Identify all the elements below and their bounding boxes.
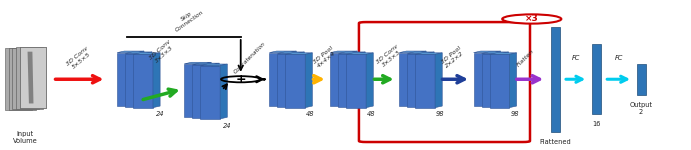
Polygon shape — [125, 52, 152, 54]
Polygon shape — [482, 52, 509, 54]
Polygon shape — [212, 63, 219, 118]
Text: 3D Conv
5×5×5: 3D Conv 5×5×5 — [66, 45, 93, 71]
Text: FC: FC — [614, 55, 623, 61]
Polygon shape — [289, 51, 296, 106]
Circle shape — [502, 14, 561, 24]
Text: Flatten: Flatten — [516, 49, 535, 68]
Polygon shape — [330, 53, 350, 106]
Text: ×3: ×3 — [525, 15, 539, 24]
Polygon shape — [117, 51, 144, 53]
Text: 3D Conv
3×3×3: 3D Conv 3×3×3 — [376, 44, 403, 69]
Polygon shape — [407, 54, 427, 107]
Polygon shape — [551, 27, 560, 132]
Polygon shape — [415, 53, 442, 54]
Text: Flattened: Flattened — [539, 139, 571, 145]
Text: 3D Pool
2×2×2: 3D Pool 2×2×2 — [440, 46, 466, 69]
Polygon shape — [490, 53, 517, 54]
Polygon shape — [200, 66, 220, 119]
Polygon shape — [5, 48, 32, 110]
Polygon shape — [399, 51, 426, 53]
Polygon shape — [19, 47, 46, 108]
Polygon shape — [269, 51, 296, 53]
Text: 48: 48 — [306, 111, 315, 117]
Text: 3D Pool
4×4×4: 3D Pool 4×4×4 — [312, 46, 338, 69]
Polygon shape — [415, 54, 435, 108]
Polygon shape — [330, 51, 357, 53]
Polygon shape — [184, 64, 204, 117]
Text: Input
Volume: Input Volume — [12, 131, 37, 144]
Polygon shape — [277, 54, 297, 107]
Polygon shape — [346, 53, 373, 54]
Text: 24: 24 — [223, 123, 231, 129]
Polygon shape — [28, 52, 33, 104]
Polygon shape — [125, 54, 145, 107]
Polygon shape — [220, 64, 227, 119]
Polygon shape — [482, 54, 502, 107]
Polygon shape — [509, 53, 517, 108]
Text: 3D Conv
3×3×3: 3D Conv 3×3×3 — [149, 39, 176, 65]
Polygon shape — [636, 64, 645, 95]
Polygon shape — [435, 53, 442, 108]
Polygon shape — [350, 51, 357, 106]
Polygon shape — [493, 51, 500, 106]
Polygon shape — [200, 64, 227, 66]
Text: Concatenation: Concatenation — [233, 41, 267, 75]
Polygon shape — [153, 53, 160, 108]
Polygon shape — [269, 53, 289, 106]
Polygon shape — [12, 48, 39, 109]
Polygon shape — [16, 47, 43, 109]
Polygon shape — [490, 54, 509, 108]
Polygon shape — [358, 52, 366, 107]
Polygon shape — [407, 52, 434, 54]
Polygon shape — [346, 54, 366, 108]
Text: +: + — [236, 73, 246, 86]
Polygon shape — [204, 62, 211, 117]
Text: 24: 24 — [156, 111, 164, 117]
Polygon shape — [419, 51, 426, 106]
Polygon shape — [502, 52, 509, 107]
Polygon shape — [297, 52, 304, 107]
Polygon shape — [339, 54, 358, 107]
Polygon shape — [591, 44, 600, 114]
Text: 98: 98 — [436, 111, 445, 117]
Text: 48: 48 — [367, 111, 376, 117]
Polygon shape — [133, 53, 160, 54]
Polygon shape — [133, 54, 153, 108]
Polygon shape — [285, 53, 312, 54]
Text: 16: 16 — [592, 121, 600, 127]
Polygon shape — [117, 53, 137, 106]
Polygon shape — [473, 51, 500, 53]
Polygon shape — [192, 65, 212, 118]
Polygon shape — [305, 53, 312, 108]
Text: Output
2: Output 2 — [630, 102, 652, 115]
Polygon shape — [473, 53, 493, 106]
Polygon shape — [192, 63, 219, 65]
Polygon shape — [184, 62, 211, 64]
Polygon shape — [427, 52, 434, 107]
Text: FC: FC — [571, 55, 580, 61]
Polygon shape — [366, 53, 373, 108]
Polygon shape — [19, 47, 46, 108]
Polygon shape — [145, 52, 152, 107]
Polygon shape — [399, 53, 419, 106]
Text: Skip
Connection: Skip Connection — [171, 5, 205, 33]
Polygon shape — [9, 48, 36, 110]
Polygon shape — [285, 54, 305, 108]
Polygon shape — [339, 52, 366, 54]
Polygon shape — [277, 52, 304, 54]
Text: 98: 98 — [511, 111, 519, 117]
Polygon shape — [137, 51, 144, 106]
